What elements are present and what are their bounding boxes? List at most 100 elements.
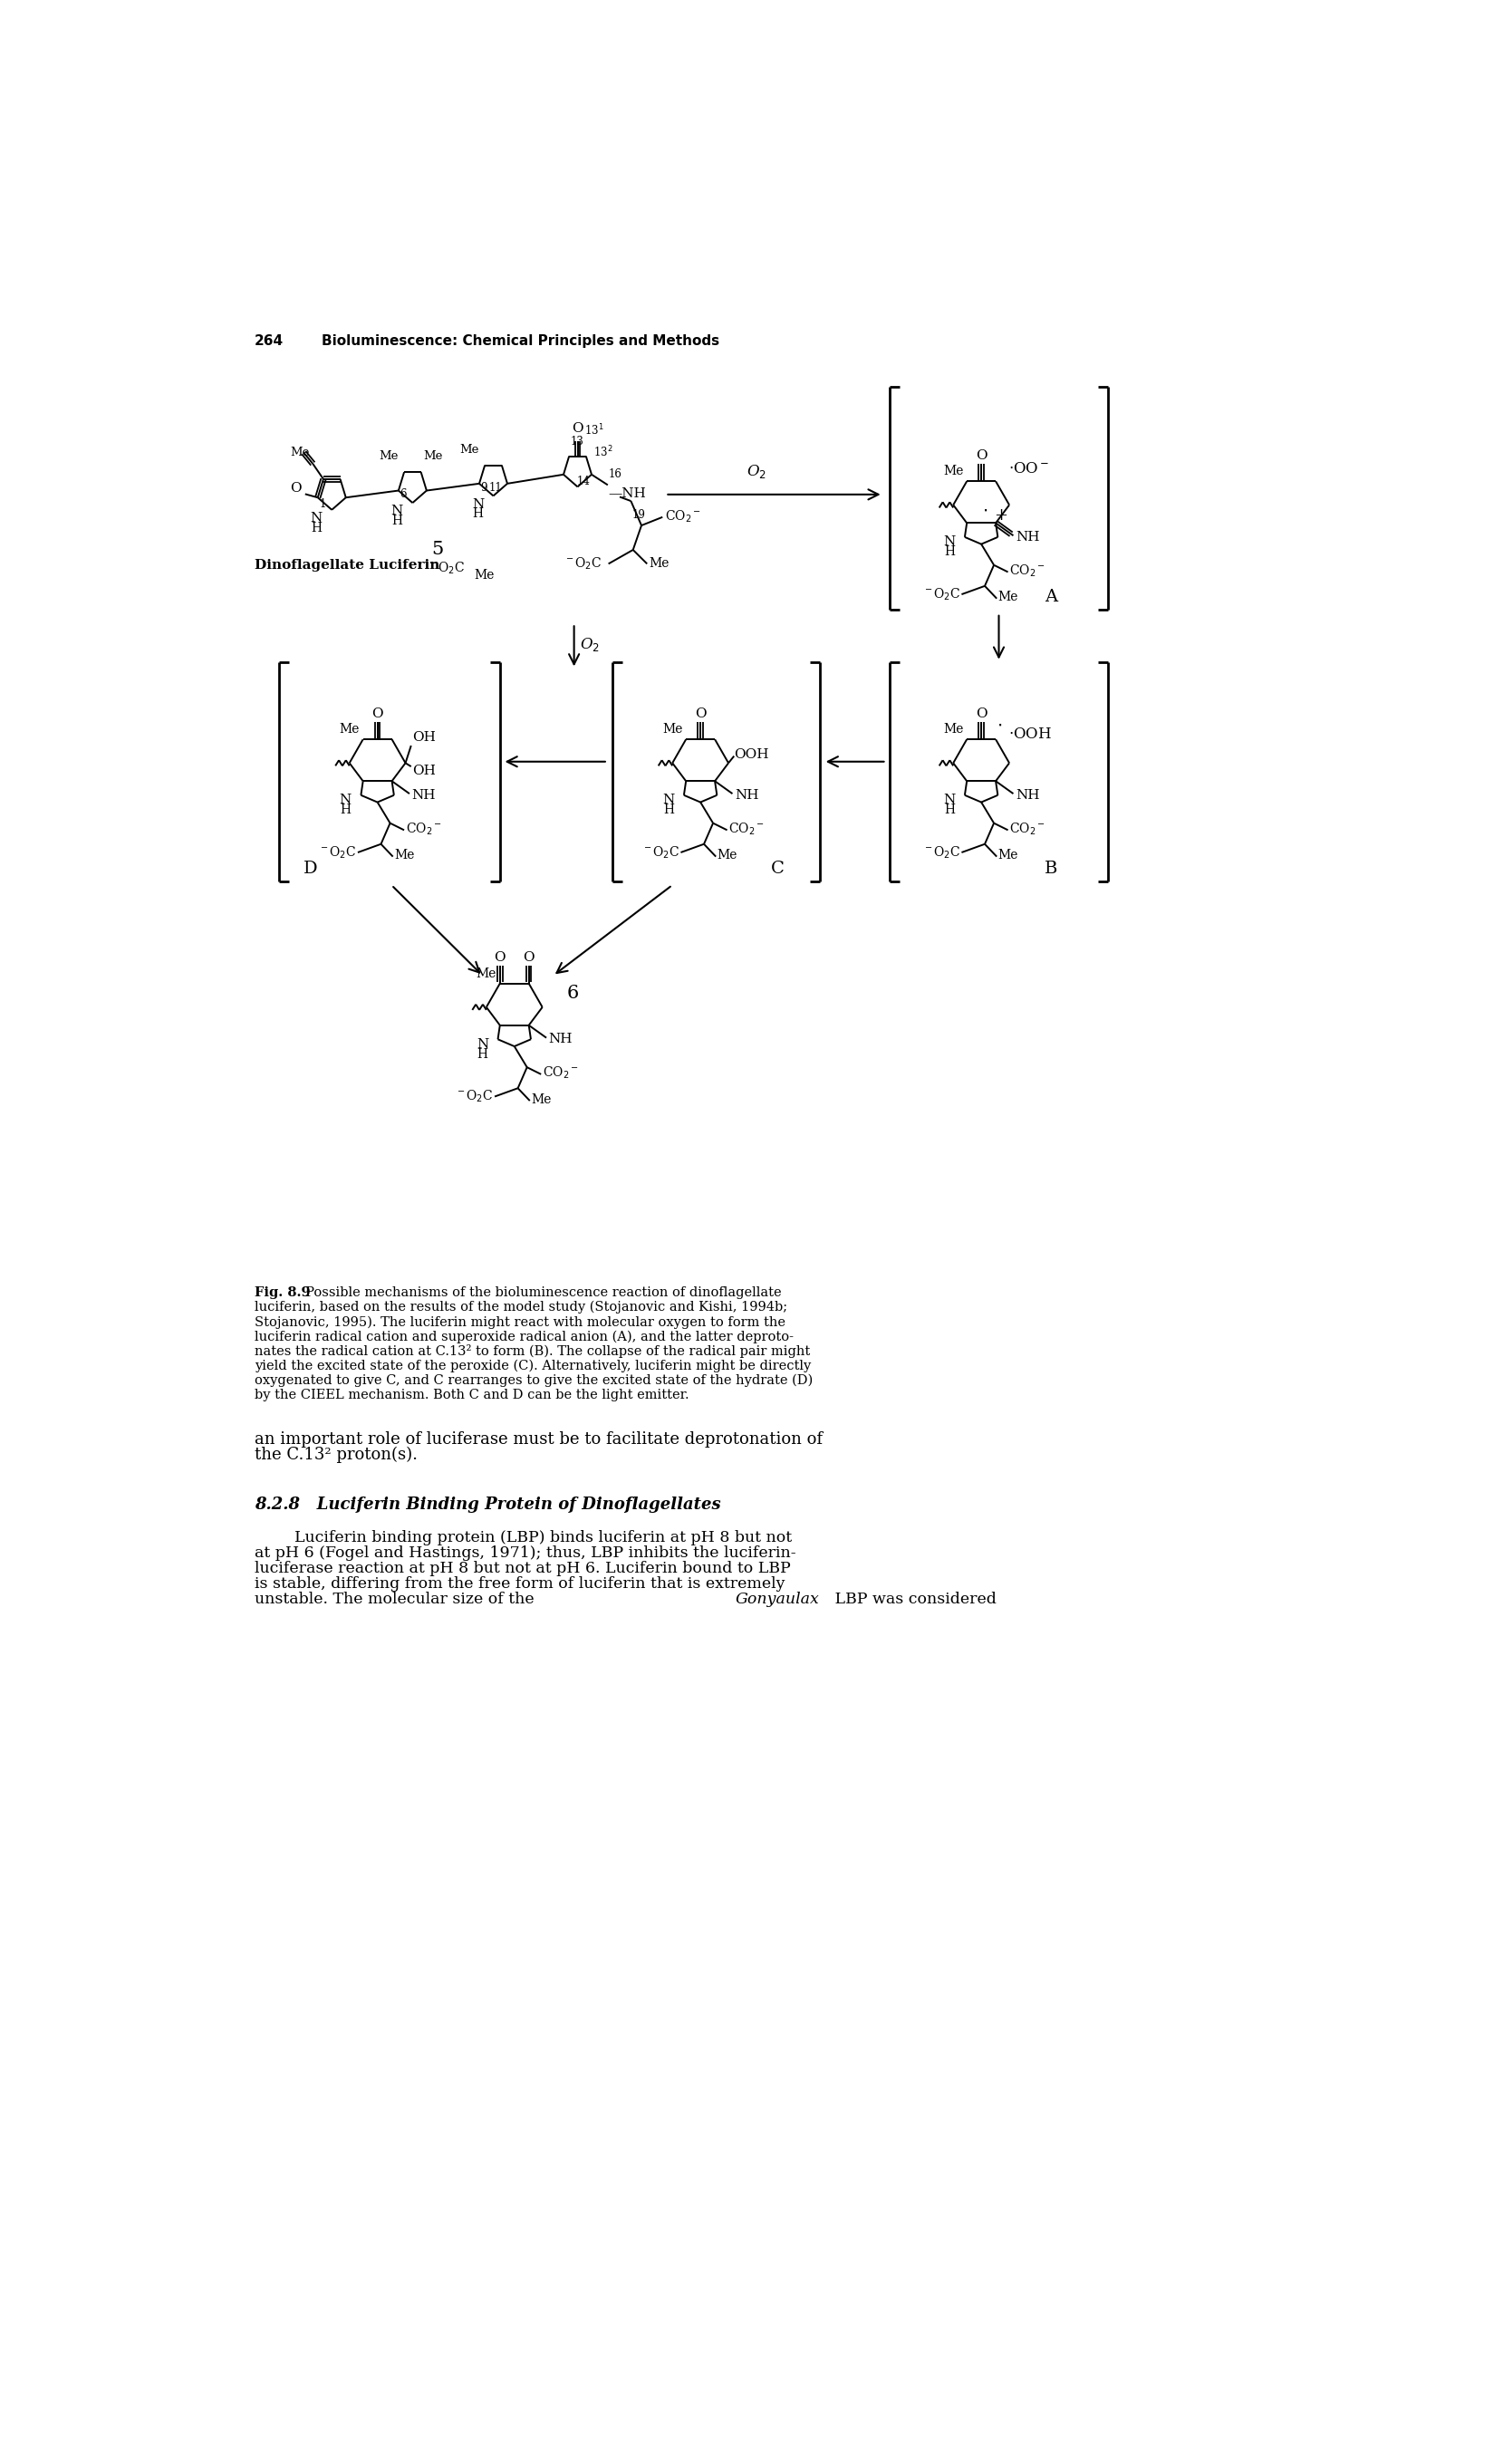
Text: $\cdot$OOH: $\cdot$OOH <box>1009 727 1052 742</box>
Text: Me: Me <box>531 1094 552 1106</box>
Text: by the CIEEL mechanism. Both C and D can be the light emitter.: by the CIEEL mechanism. Both C and D can… <box>254 1390 688 1402</box>
Text: nates the radical cation at C.13² to form (B). The collapse of the radical pair : nates the radical cation at C.13² to for… <box>254 1345 810 1358</box>
Text: N: N <box>663 793 675 806</box>
Text: 13$^1$: 13$^1$ <box>585 424 604 439</box>
Text: H: H <box>476 1047 488 1060</box>
Text: NH: NH <box>1016 788 1040 801</box>
Text: $\cdot$: $\cdot$ <box>996 717 1003 734</box>
Text: the C.13² proton(s).: the C.13² proton(s). <box>254 1446 418 1464</box>
Text: O: O <box>975 448 987 461</box>
Text: $^-$O$_2$C: $^-$O$_2$C <box>564 557 601 572</box>
Text: luciferin radical cation and superoxide radical anion (A), and the latter deprot: luciferin radical cation and superoxide … <box>254 1331 794 1343</box>
Text: 11: 11 <box>488 480 502 493</box>
Text: an important role of luciferase must be to facilitate deprotonation of: an important role of luciferase must be … <box>254 1432 822 1446</box>
Text: Me: Me <box>340 724 359 737</box>
Text: $\cdot$: $\cdot$ <box>981 503 987 520</box>
Text: O$_2$: O$_2$ <box>580 636 600 653</box>
Text: —NH: —NH <box>609 488 646 500</box>
Text: Dinoflagellate Luciferin: Dinoflagellate Luciferin <box>254 559 440 572</box>
Text: Me: Me <box>475 569 494 582</box>
Text: O: O <box>523 951 535 963</box>
Text: luciferin, based on the results of the model study (Stojanovic and Kishi, 1994b;: luciferin, based on the results of the m… <box>254 1301 788 1313</box>
Text: N: N <box>310 513 322 525</box>
Text: 8.2.8   Luciferin Binding Protein of Dinoflagellates: 8.2.8 Luciferin Binding Protein of Dinof… <box>254 1496 721 1513</box>
Text: CO$_2$$^-$: CO$_2$$^-$ <box>1010 821 1046 838</box>
Text: NH: NH <box>549 1032 573 1045</box>
Text: Me: Me <box>460 444 479 456</box>
Text: luciferase reaction at pH 8 but not at pH 6. Luciferin bound to LBP: luciferase reaction at pH 8 but not at p… <box>254 1562 791 1577</box>
Text: H: H <box>392 515 403 527</box>
Text: 13: 13 <box>571 436 585 448</box>
Text: is stable, differing from the free form of luciferin that is extremely: is stable, differing from the free form … <box>254 1577 785 1592</box>
Text: Bioluminescence: Chemical Principles and Methods: Bioluminescence: Chemical Principles and… <box>322 335 718 347</box>
Text: oxygenated to give C, and C rearranges to give the excited state of the hydrate : oxygenated to give C, and C rearranges t… <box>254 1375 813 1387</box>
Text: O: O <box>290 483 301 495</box>
Text: 1: 1 <box>319 498 326 510</box>
Text: CO$_2$$^-$: CO$_2$$^-$ <box>543 1064 579 1082</box>
Text: NH: NH <box>735 788 759 801</box>
Text: A: A <box>1045 589 1058 606</box>
Text: N: N <box>391 505 403 517</box>
Text: H: H <box>340 803 350 816</box>
Text: O: O <box>571 421 583 436</box>
Text: yield the excited state of the peroxide (C). Alternatively, luciferin might be d: yield the excited state of the peroxide … <box>254 1360 812 1372</box>
Text: O: O <box>371 707 383 719</box>
Text: C: C <box>771 860 785 877</box>
Text: Me: Me <box>998 591 1019 604</box>
Text: CO$_2$$^-$: CO$_2$$^-$ <box>1010 562 1046 579</box>
Text: NH: NH <box>412 788 436 801</box>
Text: N: N <box>944 535 956 549</box>
Text: H: H <box>472 508 484 520</box>
Text: Me: Me <box>649 557 669 569</box>
Text: D: D <box>304 860 317 877</box>
Text: N: N <box>944 793 956 806</box>
Text: $^-$O$_2$C: $^-$O$_2$C <box>319 845 356 860</box>
Text: OOH: OOH <box>733 749 770 761</box>
Text: Me: Me <box>379 451 398 463</box>
Text: $^-$O$_2$C: $^-$O$_2$C <box>921 586 960 601</box>
Text: O: O <box>694 707 706 719</box>
Text: Possible mechanisms of the bioluminescence reaction of dinoflagellate: Possible mechanisms of the bioluminescen… <box>296 1286 782 1299</box>
Text: B: B <box>1045 860 1058 877</box>
Text: at pH 6 (Fogel and Hastings, 1971); thus, LBP inhibits the luciferin-: at pH 6 (Fogel and Hastings, 1971); thus… <box>254 1545 797 1562</box>
Text: CO$_2$$^-$: CO$_2$$^-$ <box>406 821 442 838</box>
Text: Me: Me <box>290 446 310 458</box>
Text: 16: 16 <box>609 468 622 480</box>
Text: N: N <box>476 1037 488 1050</box>
Text: 5: 5 <box>431 542 443 559</box>
Text: 264: 264 <box>254 335 284 347</box>
Text: Me: Me <box>394 850 415 862</box>
Text: Me: Me <box>998 850 1019 862</box>
Text: O: O <box>494 951 505 963</box>
Text: unstable. The molecular size of the: unstable. The molecular size of the <box>254 1592 540 1607</box>
Text: H: H <box>663 803 673 816</box>
Text: Luciferin binding protein (LBP) binds luciferin at pH 8 but not: Luciferin binding protein (LBP) binds lu… <box>254 1530 792 1545</box>
Text: Me: Me <box>942 724 963 737</box>
Text: 6: 6 <box>400 488 407 500</box>
Text: Me: Me <box>717 850 738 862</box>
Text: Gonyaulax: Gonyaulax <box>735 1592 819 1607</box>
Text: Me: Me <box>422 451 442 463</box>
Text: Fig. 8.9: Fig. 8.9 <box>254 1286 311 1299</box>
Text: OH: OH <box>412 764 436 776</box>
Text: OH: OH <box>412 732 436 744</box>
Text: 14: 14 <box>577 476 591 488</box>
Text: Stojanovic, 1995). The luciferin might react with molecular oxygen to form the: Stojanovic, 1995). The luciferin might r… <box>254 1316 786 1328</box>
Text: 9: 9 <box>481 480 487 493</box>
Text: CO$_2$$^-$: CO$_2$$^-$ <box>729 821 765 838</box>
Text: 6: 6 <box>567 986 579 1003</box>
Text: LBP was considered: LBP was considered <box>830 1592 996 1607</box>
Text: H: H <box>944 545 954 559</box>
Text: 13$^2$: 13$^2$ <box>594 444 613 458</box>
Text: $^-$O$_2$C: $^-$O$_2$C <box>921 845 960 860</box>
Text: $\cdot$OO$^-$: $\cdot$OO$^-$ <box>1009 461 1049 476</box>
Text: O$_2$: O$_2$ <box>747 463 767 480</box>
Text: H: H <box>311 522 322 535</box>
Text: Me: Me <box>942 466 963 478</box>
Text: Me: Me <box>476 968 496 981</box>
Text: H: H <box>944 803 954 816</box>
Text: $^-$O$_2$C: $^-$O$_2$C <box>640 845 679 860</box>
Text: 19: 19 <box>633 510 646 522</box>
Text: N: N <box>340 793 352 806</box>
Text: O: O <box>975 707 987 719</box>
